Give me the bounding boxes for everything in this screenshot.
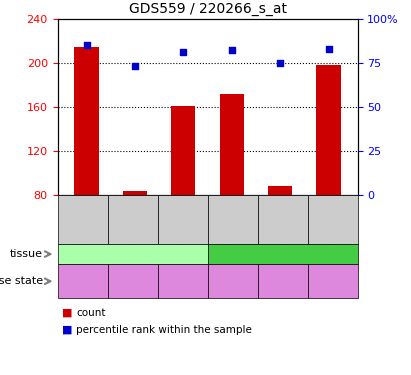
Text: ileum: ileum [117, 249, 148, 259]
Text: GSM19137: GSM19137 [228, 195, 237, 244]
Text: tissue: tissue [10, 249, 43, 259]
Point [132, 63, 138, 69]
Text: GSM19141: GSM19141 [328, 195, 337, 244]
Text: count: count [76, 308, 106, 318]
Text: ■: ■ [62, 325, 72, 335]
Bar [123, 190, 147, 195]
Text: GSM19138: GSM19138 [128, 195, 137, 244]
Point [277, 60, 284, 66]
Text: colon: colon [268, 249, 298, 259]
Point [83, 42, 90, 48]
Text: GSM19139: GSM19139 [278, 195, 287, 244]
Point [325, 46, 332, 52]
Text: percentile rank within the sample: percentile rank within the sample [76, 325, 252, 335]
Text: Crohn’s
disease: Crohn’s disease [268, 272, 297, 291]
Bar [219, 94, 244, 195]
Text: control: control [69, 277, 96, 286]
Text: ulcerative
colitis: ulcerative colitis [313, 272, 352, 291]
Title: GDS559 / 220266_s_at: GDS559 / 220266_s_at [129, 2, 286, 16]
Text: ulcerative
colitis: ulcerative colitis [163, 272, 202, 291]
Point [180, 49, 187, 55]
Text: disease state: disease state [0, 276, 43, 286]
Bar [74, 47, 99, 195]
Point [229, 48, 235, 54]
Bar [316, 65, 341, 195]
Text: control: control [219, 277, 246, 286]
Text: GSM19135: GSM19135 [78, 195, 87, 244]
Text: GSM19140: GSM19140 [178, 195, 187, 244]
Bar [268, 186, 292, 195]
Text: Crohn’s
disease: Crohn’s disease [118, 272, 147, 291]
Bar [171, 106, 196, 195]
Text: ■: ■ [62, 308, 72, 318]
